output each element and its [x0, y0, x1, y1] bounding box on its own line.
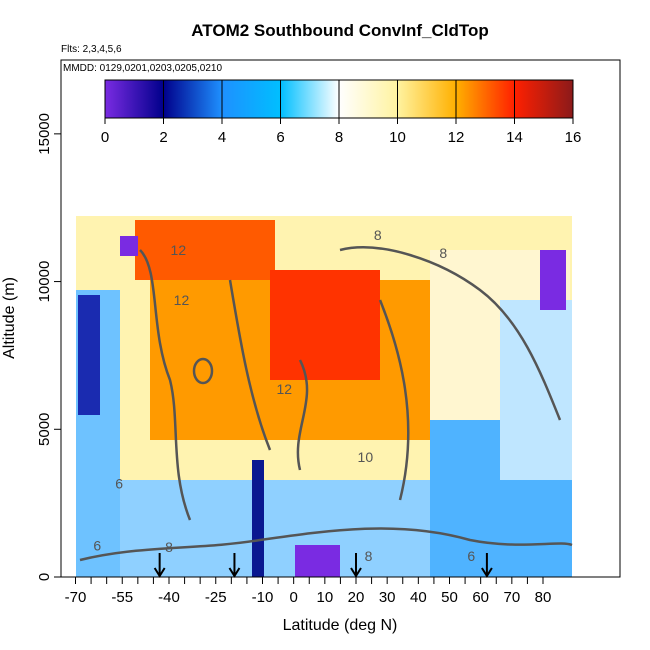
- colorbar-tick-label: 2: [159, 129, 167, 146]
- location-arrow-head: [153, 567, 166, 578]
- y-tick-label: 5000: [36, 413, 53, 446]
- contour-line-10-central: [296, 359, 309, 471]
- contour-line-12-west: [139, 249, 192, 521]
- x-tick-label: 60: [472, 589, 489, 606]
- colorbar-tick-label: 4: [218, 129, 226, 146]
- contour-labels: 12 12 8 8 12 10 6 6 8 8 6: [93, 227, 475, 564]
- field-core-red: [270, 270, 380, 380]
- contour-lines: [79, 246, 573, 562]
- x-tick-label: 10: [316, 589, 333, 606]
- x-tick-label: -25: [205, 589, 227, 606]
- contour-line-6-bottom: [79, 527, 573, 562]
- contour-ring-cell: [192, 357, 214, 385]
- colorbar-ticks: 0 2 4 6 8 10 12 14 16: [101, 80, 582, 146]
- x-tick-label: 50: [441, 589, 458, 606]
- x-tick-label: -70: [65, 589, 87, 606]
- x-tick-label: 30: [379, 589, 396, 606]
- field-right-cyan: [500, 300, 572, 480]
- field-purple-bottom: [295, 545, 340, 577]
- flights-note: Flts: 2,3,4,5,6: [61, 44, 122, 55]
- field-top-red: [135, 220, 275, 280]
- contour-line-12-east: [228, 279, 272, 451]
- field-column-navy: [252, 460, 264, 577]
- x-tick-label: 80: [535, 589, 552, 606]
- colorbar-tick-label: 0: [101, 129, 109, 146]
- y-tick-label: 0: [36, 573, 53, 581]
- x-tick-label: 20: [348, 589, 365, 606]
- chart-title: ATOM2 Southbound ConvInf_CldTop: [191, 21, 488, 40]
- dates-note: MMDD: 0129,0201,0203,0205,0210: [63, 63, 222, 74]
- contour-label: 12: [171, 242, 187, 258]
- colorbar-tick-label: 10: [389, 129, 406, 146]
- field-left-navy: [78, 295, 100, 415]
- contour-label: 8: [439, 245, 447, 261]
- location-arrows: [153, 553, 493, 578]
- x-tick-label: -40: [158, 589, 180, 606]
- location-arrow-head: [481, 567, 493, 578]
- x-axis-label: Latitude (deg N): [283, 617, 398, 634]
- location-arrow-head: [228, 567, 241, 578]
- contour-label: 6: [115, 475, 123, 491]
- y-tick-label: 15000: [36, 113, 53, 155]
- colorbar-tick-label: 8: [335, 129, 343, 146]
- location-arrow-head: [350, 567, 362, 578]
- colorbar-tick-label: 14: [506, 129, 523, 146]
- x-tick-label: -10: [252, 589, 274, 606]
- x-tick-label: 0: [289, 589, 297, 606]
- contour-line-10-right: [378, 299, 410, 501]
- field-purple-left: [120, 236, 138, 256]
- colorbar-tick-label: 16: [565, 129, 582, 146]
- y-axis: 0 5000 10000 15000: [36, 113, 61, 581]
- colorbar-tick-label: 6: [276, 129, 284, 146]
- contour-label: 8: [365, 548, 373, 564]
- contour-label: 12: [277, 381, 293, 397]
- x-axis: -70 -55 -40 -25 -10 0 10 20 30 40 50 60 70 80: [65, 577, 552, 606]
- contour-label: 10: [358, 449, 374, 465]
- x-tick-label: 40: [410, 589, 427, 606]
- colorbar-tick-label: 12: [448, 129, 465, 146]
- contour-label: 6: [467, 548, 475, 564]
- contour-label: 12: [174, 292, 190, 308]
- y-tick-label: 10000: [36, 261, 53, 303]
- contour-label: 8: [165, 539, 173, 555]
- contour-label: 6: [93, 537, 101, 553]
- x-tick-label: 70: [503, 589, 520, 606]
- heatmap-field: [76, 216, 572, 577]
- contour-label: 8: [374, 227, 382, 243]
- x-tick-label: -55: [111, 589, 133, 606]
- y-axis-label: Altitude (m): [1, 277, 18, 359]
- field-purple-right: [540, 250, 566, 310]
- contour-line-8-right: [339, 246, 562, 421]
